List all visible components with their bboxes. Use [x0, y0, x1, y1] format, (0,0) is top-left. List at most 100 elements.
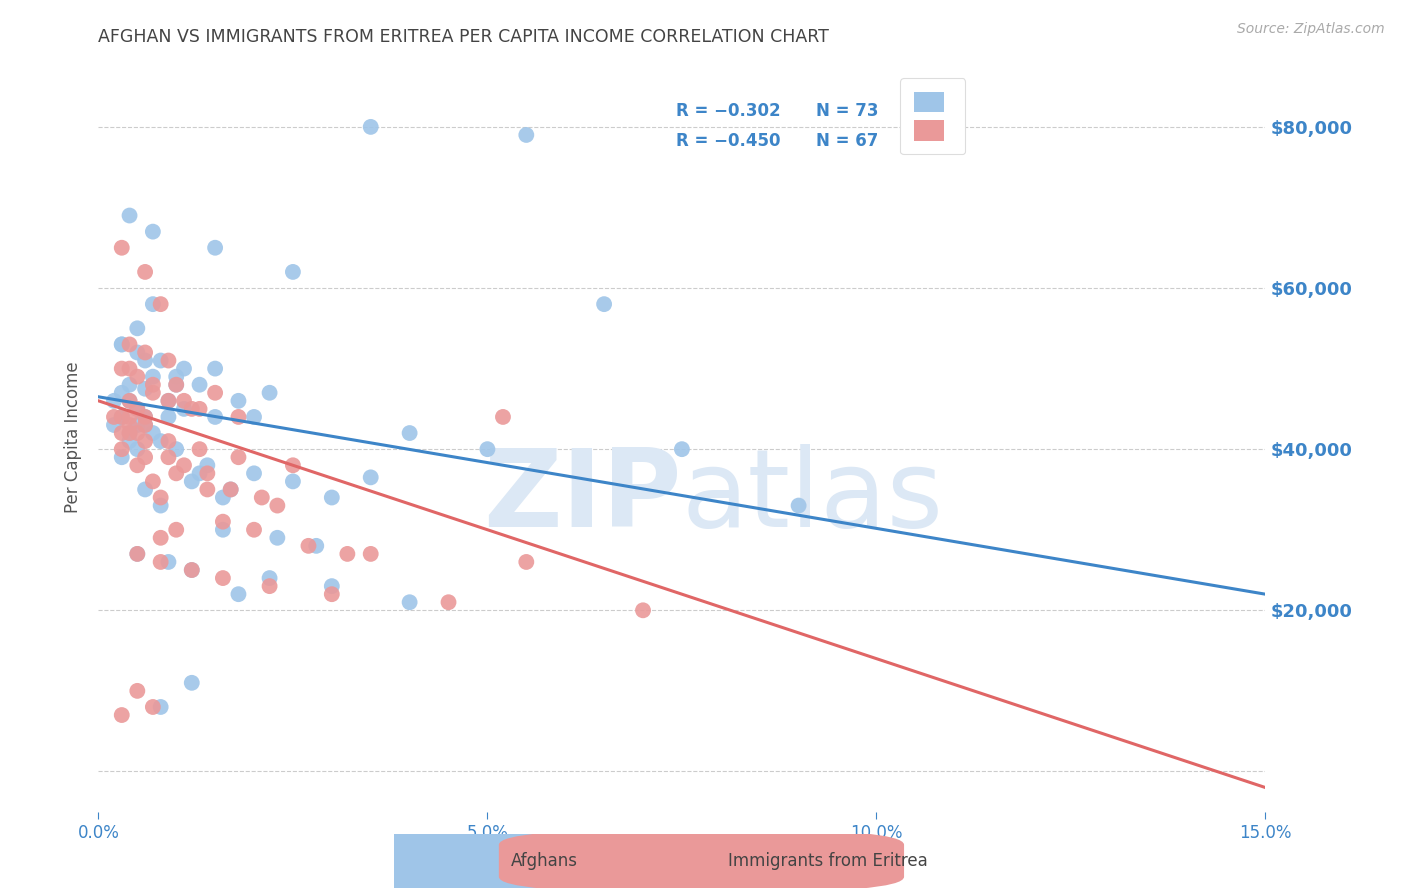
Point — [398, 425, 420, 440]
Text: Afghans: Afghans — [512, 852, 578, 870]
Point — [336, 547, 359, 561]
Point — [250, 491, 273, 505]
Point — [787, 499, 810, 513]
Text: Source: ZipAtlas.com: Source: ZipAtlas.com — [1237, 22, 1385, 37]
Point — [127, 369, 149, 384]
Point — [111, 442, 134, 457]
Point — [142, 225, 165, 239]
Point — [266, 531, 288, 545]
Point — [204, 361, 226, 376]
Point — [212, 523, 235, 537]
Point — [127, 442, 149, 457]
Point — [134, 353, 156, 368]
Point — [149, 700, 172, 714]
Point — [188, 442, 211, 457]
Point — [157, 434, 180, 449]
Point — [281, 475, 304, 489]
Point — [477, 442, 499, 457]
Point — [173, 393, 195, 408]
Point — [165, 467, 187, 481]
Point — [118, 377, 141, 392]
Point — [127, 345, 149, 359]
Point — [111, 409, 134, 424]
Point — [204, 385, 226, 400]
FancyBboxPatch shape — [499, 829, 904, 892]
Point — [180, 401, 202, 416]
Point — [118, 434, 141, 449]
Point — [118, 393, 141, 408]
Point — [111, 409, 134, 424]
Point — [111, 409, 134, 424]
Text: N = 73: N = 73 — [815, 103, 879, 120]
Text: N = 67: N = 67 — [815, 132, 879, 150]
Point — [134, 382, 156, 396]
Point — [266, 499, 288, 513]
Point — [103, 417, 125, 432]
Point — [195, 483, 218, 497]
Point — [437, 595, 460, 609]
Point — [149, 491, 172, 505]
Point — [111, 450, 134, 465]
Point — [142, 377, 165, 392]
Point — [204, 241, 226, 255]
Point — [118, 361, 141, 376]
Point — [492, 409, 515, 424]
Point — [157, 409, 180, 424]
Point — [219, 483, 242, 497]
Point — [165, 377, 187, 392]
Point — [134, 417, 156, 432]
Point — [134, 345, 156, 359]
Point — [103, 393, 125, 408]
Point — [142, 297, 165, 311]
Point — [134, 409, 156, 424]
Point — [111, 241, 134, 255]
Point — [228, 587, 250, 601]
Point — [127, 547, 149, 561]
Point — [142, 369, 165, 384]
Point — [118, 393, 141, 408]
Point — [134, 417, 156, 432]
Point — [149, 499, 172, 513]
Point — [127, 684, 149, 698]
Point — [180, 563, 202, 577]
Point — [228, 450, 250, 465]
Point — [360, 120, 382, 134]
Text: AFGHAN VS IMMIGRANTS FROM ERITREA PER CAPITA INCOME CORRELATION CHART: AFGHAN VS IMMIGRANTS FROM ERITREA PER CA… — [98, 28, 830, 45]
Point — [118, 417, 141, 432]
Text: Immigrants from Eritrea: Immigrants from Eritrea — [728, 852, 928, 870]
Point — [173, 361, 195, 376]
Point — [259, 571, 281, 585]
Point — [157, 393, 180, 408]
Point — [127, 401, 149, 416]
Point — [515, 555, 537, 569]
Point — [149, 297, 172, 311]
Text: atlas: atlas — [682, 444, 943, 550]
Point — [149, 434, 172, 449]
Point — [111, 425, 134, 440]
Point — [228, 393, 250, 408]
Point — [149, 531, 172, 545]
Point — [157, 393, 180, 408]
Point — [111, 385, 134, 400]
Point — [281, 265, 304, 279]
Point — [259, 385, 281, 400]
Point — [321, 491, 343, 505]
Point — [173, 401, 195, 416]
Point — [243, 467, 266, 481]
Point — [111, 361, 134, 376]
Point — [127, 321, 149, 335]
Point — [134, 483, 156, 497]
Point — [243, 409, 266, 424]
Point — [127, 417, 149, 432]
Point — [281, 458, 304, 473]
Legend: , : , — [900, 78, 966, 154]
Y-axis label: Per Capita Income: Per Capita Income — [65, 361, 83, 513]
Point — [305, 539, 328, 553]
Point — [157, 450, 180, 465]
Point — [631, 603, 654, 617]
Point — [180, 675, 202, 690]
Text: R = −0.450: R = −0.450 — [676, 132, 780, 150]
Point — [142, 700, 165, 714]
Point — [398, 595, 420, 609]
Point — [103, 409, 125, 424]
